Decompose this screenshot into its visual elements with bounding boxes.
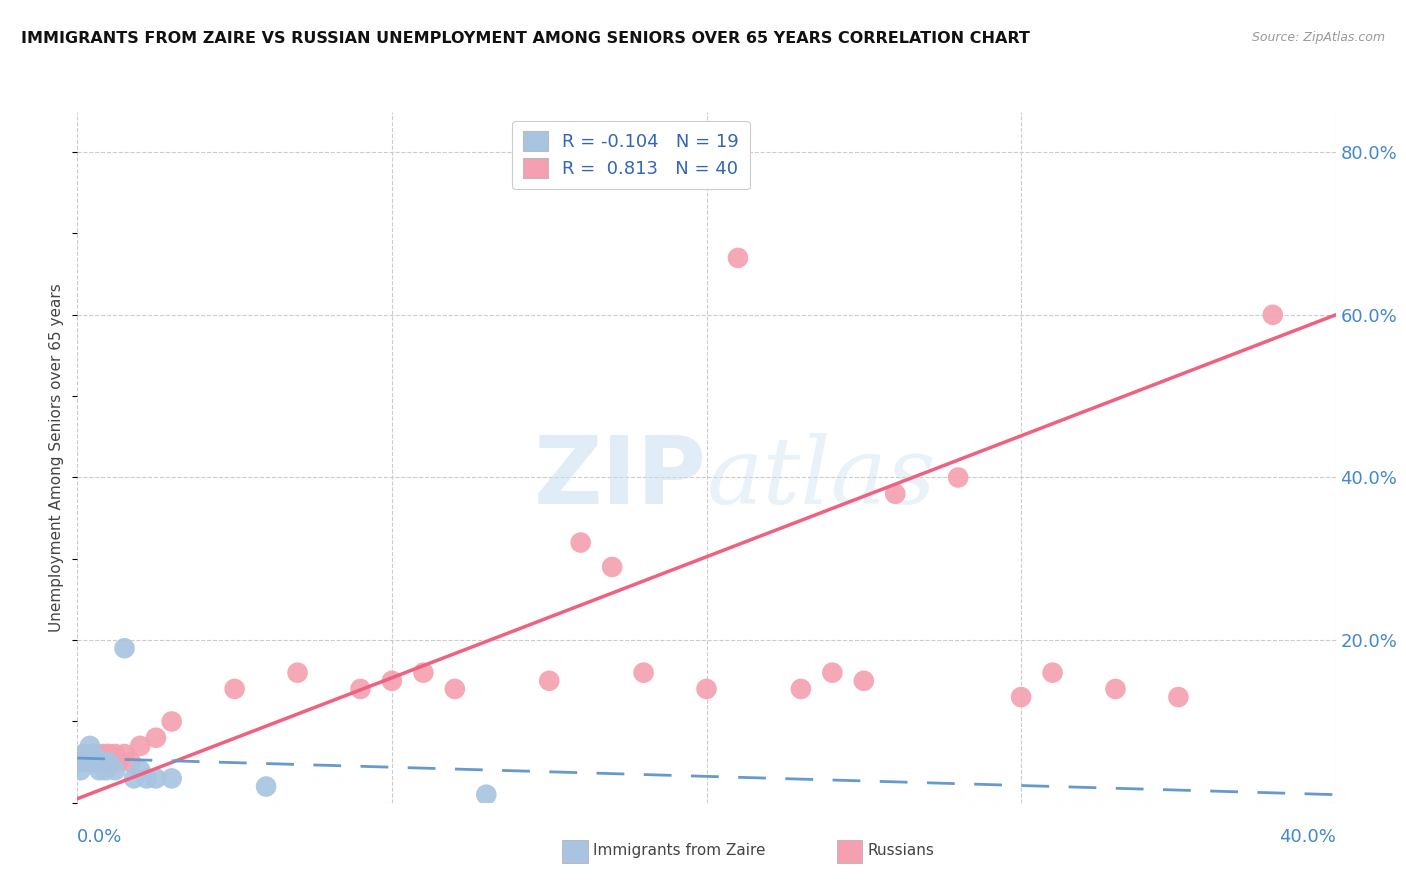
Text: Russians: Russians [868,844,935,858]
Legend: R = -0.104   N = 19, R =  0.813   N = 40: R = -0.104 N = 19, R = 0.813 N = 40 [512,120,749,189]
Point [76,755,98,769]
Point [91,755,114,769]
Point [97,755,120,769]
Point [160,772,183,786]
Point [1167,690,1189,704]
Point [224,681,246,696]
Point [1104,681,1126,696]
Point [633,665,655,680]
Point [72,747,94,761]
Point [349,681,371,696]
Point [1042,665,1064,680]
Point [76,755,98,769]
Point [129,739,152,753]
Text: atlas: atlas [707,433,936,523]
Point [89,764,111,778]
Point [104,747,127,761]
Point [1010,690,1032,704]
Point [84,747,107,761]
Point [160,714,183,729]
Point [884,487,907,501]
Point [129,764,152,778]
Point [94,755,117,769]
Point [79,739,101,753]
Point [696,681,718,696]
Text: Immigrants from Zaire: Immigrants from Zaire [593,844,766,858]
Text: IMMIGRANTS FROM ZAIRE VS RUSSIAN UNEMPLOYMENT AMONG SENIORS OVER 65 YEARS CORREL: IMMIGRANTS FROM ZAIRE VS RUSSIAN UNEMPLO… [21,31,1031,46]
Point [790,681,813,696]
Text: 40.0%: 40.0% [1279,828,1336,846]
Point [122,772,145,786]
Text: Source: ZipAtlas.com: Source: ZipAtlas.com [1251,31,1385,45]
Point [381,673,404,688]
Point [852,673,875,688]
Point [69,764,91,778]
Point [569,535,592,549]
Point [254,780,277,794]
Point [145,731,167,745]
Point [72,747,94,761]
Text: 0.0%: 0.0% [77,828,122,846]
Point [114,747,136,761]
Point [412,665,434,680]
Point [1261,308,1284,322]
Point [91,747,114,761]
Point [69,755,91,769]
Point [948,470,970,484]
Point [114,641,136,656]
Point [94,764,117,778]
Text: ZIP: ZIP [534,432,707,524]
Point [821,665,844,680]
Point [727,251,749,265]
Point [444,681,467,696]
Point [538,673,561,688]
Point [84,755,107,769]
Point [79,747,101,761]
Point [120,755,142,769]
Point [475,788,498,802]
Point [82,755,104,769]
Point [82,747,104,761]
Y-axis label: Unemployment Among Seniors over 65 years: Unemployment Among Seniors over 65 years [49,283,65,632]
Point [145,772,167,786]
Point [107,755,129,769]
Point [89,755,111,769]
Point [97,747,120,761]
Point [104,764,127,778]
Point [101,755,124,769]
Point [287,665,309,680]
Point [135,772,157,786]
Point [600,560,623,574]
